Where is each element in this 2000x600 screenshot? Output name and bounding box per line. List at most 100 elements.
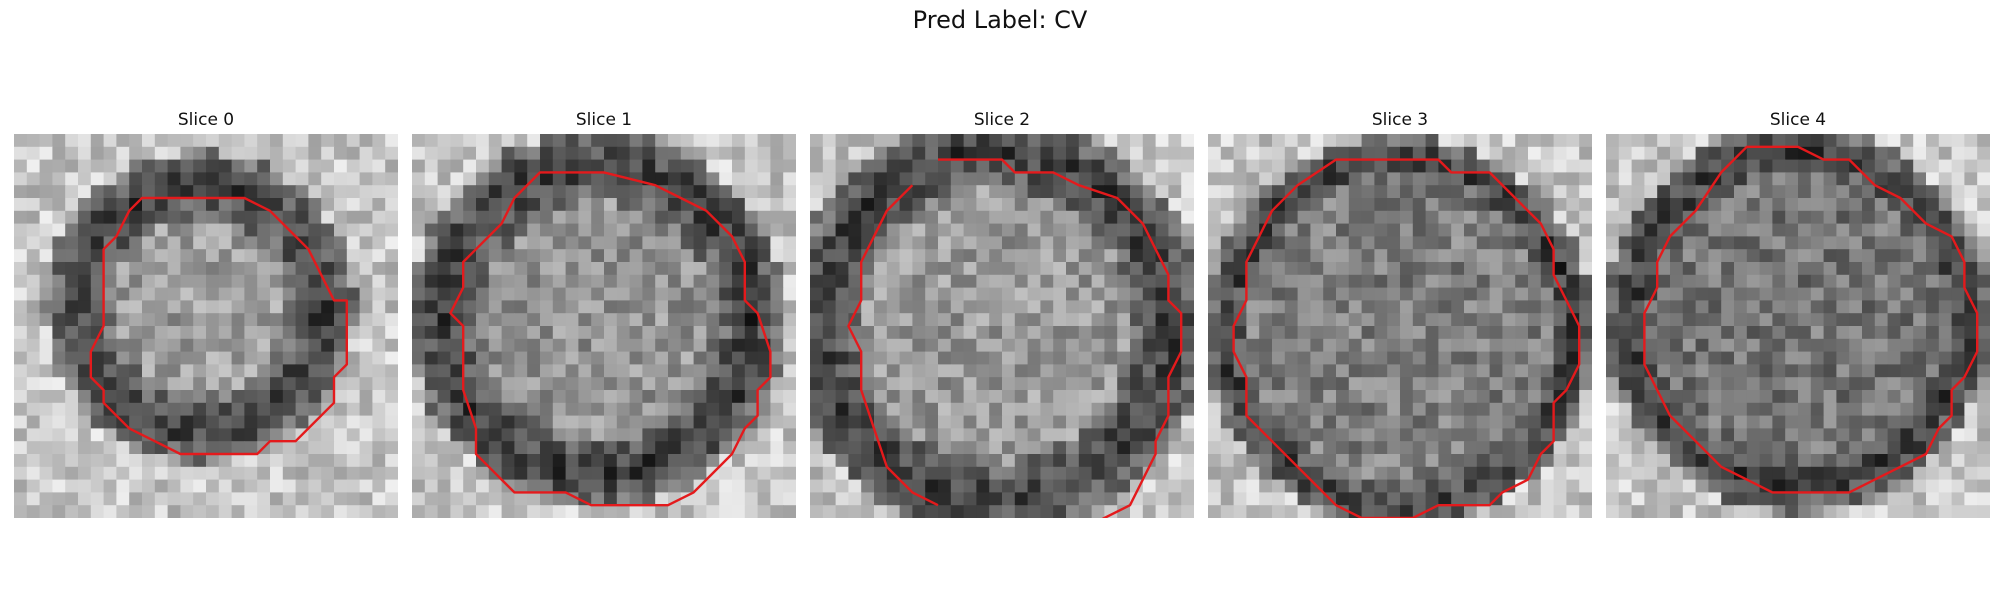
pixel (1053, 198, 1067, 212)
pixel (963, 364, 977, 378)
pixel (912, 300, 926, 314)
pixel (501, 454, 515, 468)
pixel (1874, 198, 1889, 212)
pixel (591, 172, 605, 186)
pixel (938, 262, 952, 276)
pixel (1027, 492, 1041, 506)
pixel (706, 326, 720, 340)
pixel (1272, 134, 1286, 148)
pixel (1002, 326, 1016, 340)
pixel (90, 364, 105, 378)
pixel (218, 146, 233, 161)
pixel (810, 223, 824, 237)
pixel (1438, 274, 1452, 289)
pixel (565, 441, 579, 455)
pixel (874, 236, 888, 250)
pixel (359, 492, 373, 506)
pixel (1528, 364, 1542, 378)
pixel (1246, 172, 1260, 186)
pixel (1553, 454, 1567, 468)
contour-line (938, 158, 1183, 518)
pixel (14, 249, 28, 263)
pixel (1168, 479, 1182, 493)
pixel (1284, 262, 1299, 276)
pixel (78, 390, 92, 404)
pixel (1977, 441, 1990, 455)
pixel (65, 390, 79, 404)
pixel (1451, 326, 1465, 340)
pixel (488, 262, 503, 276)
pixel (1759, 377, 1773, 391)
pixel (372, 262, 386, 276)
pixel (1002, 236, 1016, 250)
pixel (1412, 223, 1427, 237)
pixel (1553, 428, 1567, 442)
pixel (578, 223, 592, 237)
pixel (1040, 492, 1054, 506)
pixel (976, 274, 990, 289)
pixel (1759, 134, 1773, 148)
pixel (1606, 428, 1620, 442)
pixel (1862, 390, 1876, 404)
pixel (693, 466, 707, 481)
pixel (1220, 492, 1235, 506)
pixel (540, 415, 554, 429)
pixel (1849, 287, 1863, 301)
pixel (1644, 454, 1658, 468)
pixel (1233, 185, 1247, 199)
pixel (129, 326, 143, 340)
pixel (1964, 274, 1978, 289)
pixel (770, 441, 784, 455)
pixel (1155, 428, 1169, 442)
pixel (488, 300, 503, 314)
pixel (578, 479, 592, 493)
pixel (1091, 466, 1105, 481)
pixel (744, 492, 759, 506)
pixel (1027, 287, 1041, 301)
pixel (26, 287, 41, 301)
pixel (822, 249, 837, 263)
pixel (295, 274, 309, 289)
pixel (1553, 287, 1567, 301)
pixel (346, 287, 361, 301)
pixel (1977, 313, 1990, 327)
pixel (1374, 274, 1388, 289)
pixel (1400, 159, 1414, 173)
pixel (257, 390, 271, 404)
pixel (1540, 492, 1555, 506)
pixel (308, 223, 322, 237)
pixel (540, 454, 554, 468)
pixel (116, 262, 130, 276)
pixel (693, 134, 707, 148)
pixel (1528, 415, 1542, 429)
pixel (501, 300, 515, 314)
pixel (1874, 402, 1889, 417)
pixel (1438, 466, 1452, 481)
pixel (680, 236, 695, 250)
pixel (744, 262, 759, 276)
pixel (270, 198, 284, 212)
pixel (1540, 159, 1555, 173)
pixel (359, 223, 373, 237)
pixel (244, 364, 258, 378)
pixel (180, 159, 194, 173)
pixel (372, 300, 386, 314)
pixel (1233, 326, 1247, 340)
pixel (1142, 287, 1157, 301)
pixel (1721, 172, 1735, 186)
pixel (218, 198, 233, 212)
pixel (1091, 134, 1105, 148)
pixel (1489, 313, 1503, 327)
pixel (334, 287, 348, 301)
pixel (886, 402, 901, 417)
pixel (668, 479, 682, 493)
pixel (540, 249, 554, 263)
pixel (899, 134, 913, 148)
pixel (989, 262, 1003, 276)
pixel (1323, 262, 1337, 276)
pixel (1053, 300, 1067, 314)
pixel (848, 198, 862, 212)
pixel (1606, 326, 1620, 340)
pixel (1938, 441, 1953, 455)
pixel (78, 134, 92, 148)
